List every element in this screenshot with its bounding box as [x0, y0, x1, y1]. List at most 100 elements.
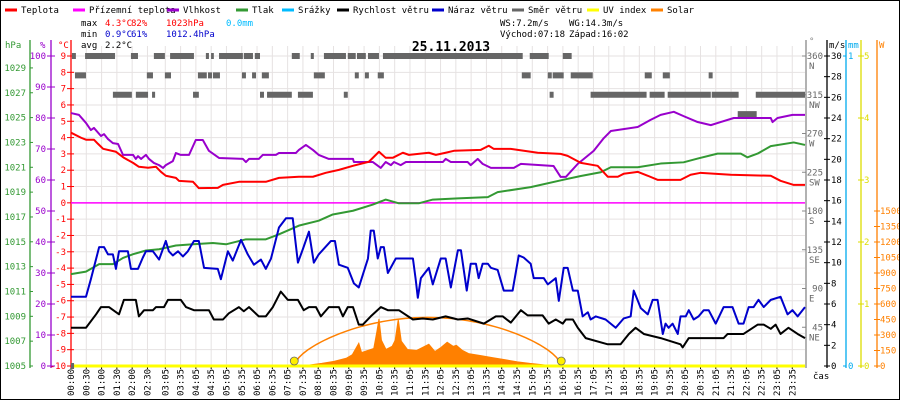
wind-direction-mark	[356, 53, 366, 59]
stat-max-temp: 4.3°C	[105, 19, 132, 29]
ms-tick-label: 18	[831, 176, 842, 186]
dir-compass-label: NW	[809, 101, 820, 111]
wind-direction-mark	[343, 91, 348, 98]
temp-tick-label: 8	[61, 68, 66, 78]
dir-tick-label: 45	[812, 323, 823, 333]
temp-tick-label: -10	[50, 362, 66, 372]
w-tick-label: 1200	[880, 238, 899, 248]
x-tick-label: 03:35	[177, 369, 187, 396]
hpa-tick-label: 1025	[4, 114, 26, 124]
solar-area	[300, 318, 561, 367]
stat-min-label: min	[81, 30, 97, 40]
x-tick-label: 20:35	[697, 369, 707, 396]
wind-direction-mark	[547, 72, 552, 79]
wind-direction-mark	[570, 72, 593, 79]
pct-tick-label: 60	[35, 176, 46, 186]
hpa-tick-label: 1015	[4, 238, 26, 248]
x-tick-label: 17:35	[605, 369, 615, 396]
x-tick-label: 14:05	[498, 369, 508, 396]
wind-direction-mark	[297, 91, 313, 98]
pct-tick-label: 10	[35, 331, 46, 341]
ms-tick-label: 22	[831, 135, 842, 145]
stat-avg-temp: 2.2°C	[105, 41, 132, 51]
wind-direction-mark	[85, 53, 116, 59]
stat-avg-label: avg	[81, 41, 97, 51]
temp-tick-label: 4	[61, 134, 66, 144]
hpa-tick-label: 1029	[4, 64, 26, 74]
wind-direction-mark	[711, 91, 739, 98]
x-tick-label: 00:00	[67, 369, 77, 396]
legend-label: Srážky	[298, 6, 331, 16]
w-tick-label: 900	[880, 269, 896, 279]
sunrise-marker	[289, 356, 299, 366]
pct-tick-label: 90	[35, 83, 46, 93]
x-tick-label: 12:05	[437, 369, 447, 396]
wind-direction-mark	[267, 91, 292, 98]
legend-label: Přízemní teplota	[89, 6, 176, 16]
x-tick-label: 22:05	[742, 369, 752, 396]
stat-ws: WS:7.2m/s	[500, 19, 549, 29]
pct-tick-label: 70	[35, 145, 46, 155]
wind-direction-mark	[313, 72, 325, 79]
w-tick-label: 300	[880, 331, 896, 341]
wind-direction-mark	[254, 53, 261, 59]
wind-gust-line	[71, 217, 806, 335]
x-tick-label: 00:30	[82, 369, 92, 396]
x-tick-label: 05:05	[222, 369, 232, 396]
dir-compass-label: SE	[809, 256, 820, 266]
temp-tick-label: 1	[61, 183, 66, 193]
ms-tick-label: 24	[831, 114, 842, 124]
hpa-tick-label: 1013	[4, 263, 26, 273]
temp-axis-title: °C	[58, 41, 69, 51]
uv-tick-label: 4	[864, 114, 869, 124]
stat-min-temp: 0.9°C	[105, 30, 132, 40]
x-tick-label: 23:35	[788, 369, 798, 396]
x-tick-label: 08:05	[314, 369, 324, 396]
pct-tick-label: 20	[35, 300, 46, 310]
legend-label: Rychlost větru	[353, 6, 429, 16]
wind-direction-mark	[755, 91, 805, 98]
mm-tick-label: 0	[848, 362, 853, 372]
wind-direction-mark	[112, 91, 132, 98]
temp-tick-label: -8	[55, 329, 66, 339]
dir-compass-label: N	[809, 62, 814, 72]
wind-direction-mark	[323, 53, 346, 59]
ms-tick-label: 0	[831, 362, 836, 372]
ms-tick-label: 4	[831, 321, 836, 331]
x-tick-label: 10:35	[391, 369, 401, 396]
dir-tick-label: 225	[807, 168, 823, 178]
x-tick-label: 04:35	[207, 369, 217, 396]
wind-direction-mark	[310, 53, 314, 59]
wind-direction-mark	[146, 72, 153, 79]
temp-tick-label: -1	[55, 215, 66, 225]
stat-max-hum: 82%	[131, 19, 148, 29]
x-tick-label: 09:35	[360, 369, 370, 396]
ms-tick-label: 6	[831, 300, 836, 310]
x-tick-label: 05:35	[238, 369, 248, 396]
dir-tick-label: 315	[807, 91, 823, 101]
ms-tick-label: 26	[831, 93, 842, 103]
wind-direction-mark	[708, 72, 713, 79]
pct-tick-label: 100	[30, 52, 46, 62]
x-tick-label: 03:05	[161, 369, 171, 396]
temp-tick-label: -4	[55, 264, 66, 274]
wind-direction-mark	[552, 72, 564, 79]
wind-direction-mark	[219, 53, 243, 59]
temp-tick-label: -2	[55, 231, 66, 241]
uv-tick-label: 3	[864, 176, 869, 186]
x-tick-label: 23:05	[773, 369, 783, 396]
x-tick-label: 15:35	[544, 369, 554, 396]
wind-direction-mark	[354, 72, 359, 79]
wind-direction-mark	[74, 72, 86, 79]
stat-max-label: max	[81, 19, 98, 29]
humidity-line	[70, 110, 805, 178]
wind-direction-mark	[170, 53, 194, 59]
hpa-tick-label: 1021	[4, 163, 26, 173]
wind-direction-mark	[193, 91, 199, 98]
x-tick-label: 13:35	[482, 369, 492, 396]
temp-tick-label: -9	[55, 346, 66, 356]
stat-sunset: Západ:16:02	[569, 30, 629, 40]
x-tick-label: 20:05	[681, 369, 691, 396]
